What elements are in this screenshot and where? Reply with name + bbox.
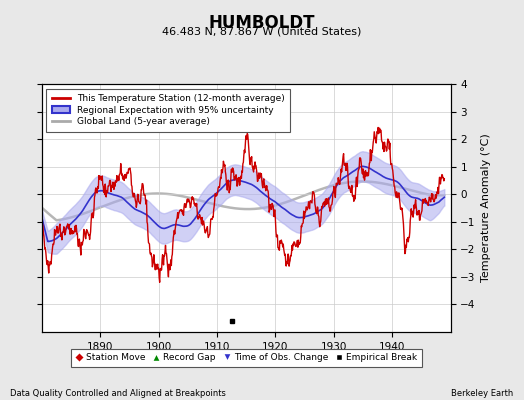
Y-axis label: Temperature Anomaly (°C): Temperature Anomaly (°C) <box>481 134 492 282</box>
Legend: This Temperature Station (12-month average), Regional Expectation with 95% uncer: This Temperature Station (12-month avera… <box>47 88 290 132</box>
Legend: Station Move, Record Gap, Time of Obs. Change, Empirical Break: Station Move, Record Gap, Time of Obs. C… <box>71 349 422 367</box>
Text: 46.483 N, 87.867 W (United States): 46.483 N, 87.867 W (United States) <box>162 26 362 36</box>
Text: Berkeley Earth: Berkeley Earth <box>451 389 514 398</box>
Text: Data Quality Controlled and Aligned at Breakpoints: Data Quality Controlled and Aligned at B… <box>10 389 226 398</box>
Text: HUMBOLDT: HUMBOLDT <box>209 14 315 32</box>
